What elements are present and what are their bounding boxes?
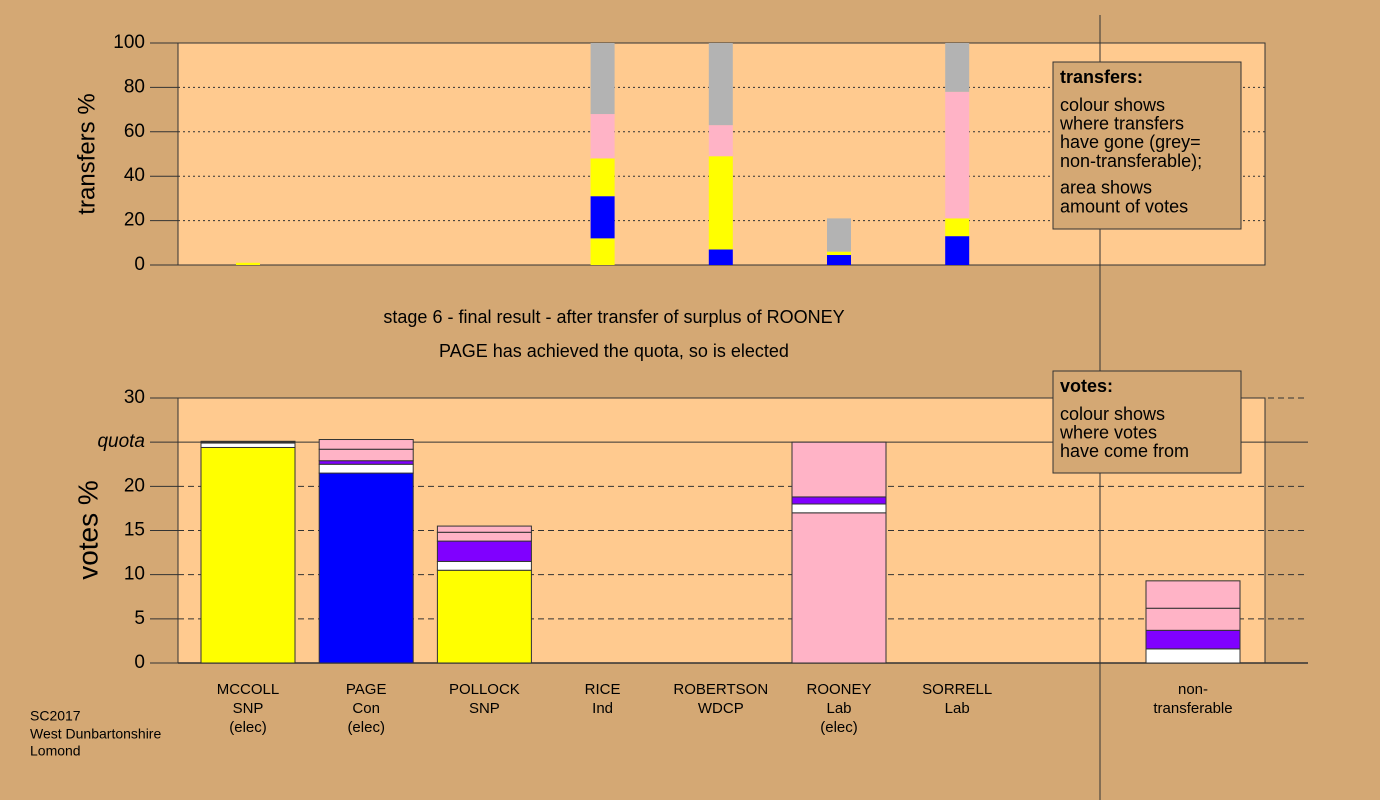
bar-segment <box>318 460 414 465</box>
x-tick-label: POLLOCK <box>449 681 520 698</box>
bar-segment <box>1145 648 1241 664</box>
y-tick-label: 5 <box>134 608 145 629</box>
legend-line: have come from <box>1060 441 1189 461</box>
y-tick-label: 60 <box>124 121 145 142</box>
bar-segment <box>827 218 851 252</box>
legend-line: non-transferable); <box>1060 151 1202 171</box>
x-tick-label: Lab <box>826 700 851 717</box>
legend-line: colour shows <box>1060 404 1165 424</box>
bar-segment <box>590 158 615 197</box>
x-tick-label: SNP <box>233 700 264 717</box>
bar-segment <box>200 440 296 443</box>
bar-segment <box>1145 607 1241 631</box>
bar-segment <box>791 496 887 505</box>
y-tick-label: 100 <box>113 32 145 53</box>
bar-segment <box>791 441 887 498</box>
legend-title: votes: <box>1060 376 1113 396</box>
legend-line: colour shows <box>1060 95 1165 115</box>
bar-segment <box>945 43 970 92</box>
x-tick-label: PAGE <box>346 681 387 698</box>
x-tick-label: (elec) <box>347 719 385 736</box>
y-tick-label: 0 <box>134 254 145 275</box>
x-tick-label: SNP <box>469 700 500 717</box>
x-tick-label: SORRELL <box>922 681 992 698</box>
y-tick-label: 80 <box>124 76 145 97</box>
bar-segment <box>236 262 260 265</box>
bar-segment <box>436 531 532 542</box>
legend-box <box>1052 370 1242 474</box>
bar-segment <box>200 442 296 448</box>
y-tick-label: 15 <box>124 520 145 541</box>
bar-segment <box>827 251 851 256</box>
bar-segment <box>791 503 887 514</box>
x-tick-label: Ind <box>592 700 613 717</box>
bar-segment <box>791 512 887 664</box>
bar-segment <box>200 446 296 664</box>
legend-box <box>1052 61 1242 230</box>
bar-segment <box>318 463 414 474</box>
bar-segment <box>318 472 414 664</box>
y-tick-label: 40 <box>124 165 145 186</box>
x-tick-label: ROBERTSON <box>673 681 768 698</box>
y-tick-label: 20 <box>124 210 145 231</box>
x-tick-label: (elec) <box>820 719 858 736</box>
x-tick-label: ROONEY <box>806 681 871 698</box>
x-tick-label: RICE <box>585 681 621 698</box>
legend-title: transfers: <box>1060 67 1143 87</box>
y-tick-label: quota <box>97 431 145 452</box>
bar-segment <box>1145 580 1241 609</box>
stage-subtitle: PAGE has achieved the quota, so is elect… <box>439 341 789 361</box>
bar-segment <box>827 255 851 265</box>
bar-segment <box>945 236 970 265</box>
x-tick-label: non- <box>1178 681 1208 698</box>
legend-line: where transfers <box>1059 113 1184 133</box>
x-tick-label: transferable <box>1153 700 1232 717</box>
x-tick-label: MCCOLL <box>217 681 280 698</box>
x-tick-label: Con <box>352 700 380 717</box>
bar-segment <box>590 43 615 115</box>
bar-segment <box>318 439 414 450</box>
bar-segment <box>708 249 733 265</box>
y-axis-title: transfers % <box>73 93 100 214</box>
bar-segment <box>436 560 532 571</box>
bar-segment <box>436 569 532 664</box>
y-tick-label: 10 <box>124 564 145 585</box>
stage-title: stage 6 - final result - after transfer … <box>383 307 844 327</box>
legend-line: where votes <box>1059 422 1157 442</box>
bar-segment <box>590 238 615 265</box>
bar-segment <box>945 91 970 219</box>
legend-line: amount of votes <box>1060 196 1188 216</box>
legend-line: have gone (grey= <box>1060 132 1201 152</box>
footer-line: SC2017 <box>30 708 81 724</box>
bar-segment <box>590 114 615 159</box>
bar-segment <box>436 540 532 562</box>
bar-segment <box>590 196 615 239</box>
y-axis-title: votes % <box>72 480 103 580</box>
bar-segment <box>945 218 970 237</box>
x-tick-label: WDCP <box>698 700 744 717</box>
bar-segment <box>1145 629 1241 650</box>
x-tick-label: Lab <box>945 700 970 717</box>
bar-segment <box>436 525 532 533</box>
y-tick-label: 20 <box>124 475 145 496</box>
y-tick-label: 30 <box>124 387 145 408</box>
footer-line: West Dunbartonshire <box>30 726 161 742</box>
bar-segment <box>318 448 414 462</box>
bar-segment <box>708 43 733 126</box>
bar-segment <box>708 125 733 157</box>
y-tick-label: 0 <box>134 652 145 673</box>
x-tick-label: (elec) <box>229 719 267 736</box>
footer-line: Lomond <box>30 743 81 759</box>
bar-segment <box>708 156 733 250</box>
legend-line: area shows <box>1060 178 1152 198</box>
